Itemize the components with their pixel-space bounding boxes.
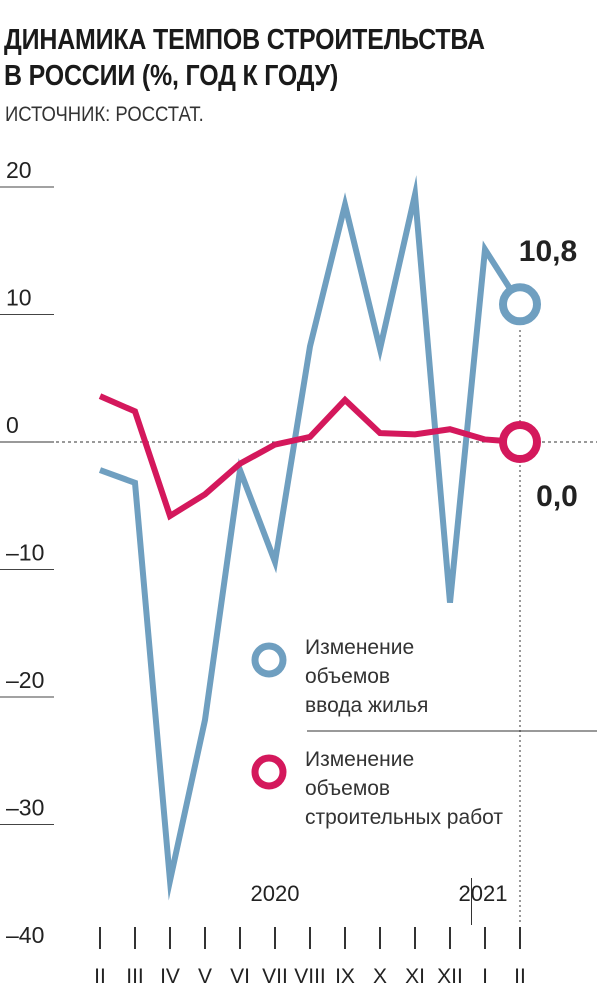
x-tick-label: VI xyxy=(230,965,250,988)
x-tick-label: XI xyxy=(405,965,425,988)
y-tick-label: –40 xyxy=(6,922,44,948)
x-tick-label: I xyxy=(482,965,488,988)
legend-construction-label: Изменение xyxy=(305,748,414,771)
housing-end-value: 10,8 xyxy=(519,235,577,268)
year-label-2020: 2020 xyxy=(251,881,300,906)
x-tick-label: XII xyxy=(437,965,463,988)
y-tick-label: 0 xyxy=(6,412,19,438)
housing-end-marker xyxy=(499,283,541,326)
x-tick-label: IV xyxy=(160,965,180,988)
construction-end-marker xyxy=(499,421,541,463)
y-tick-label: –10 xyxy=(6,540,44,566)
year-label-2021: 2021 xyxy=(459,881,508,906)
y-axis-labels: 20 10 0 –10 –20 –30 –40 xyxy=(6,157,44,948)
x-tick-label: X xyxy=(373,965,387,988)
end-value-labels: 10,8 0,0 xyxy=(519,235,578,513)
legend-construction-label: объемов xyxy=(305,777,390,800)
y-tick-label: –30 xyxy=(6,795,44,821)
x-tick-label: II xyxy=(514,965,526,988)
legend-housing-label: объемов xyxy=(305,665,390,688)
x-tick-label: V xyxy=(198,965,212,988)
legend-construction-marker xyxy=(251,754,287,790)
legend-construction-label: строительных работ xyxy=(305,806,503,829)
chart-source: ИСТОЧНИК: РОССТАТ. xyxy=(5,103,204,126)
y-tick-label: –20 xyxy=(6,667,44,693)
x-tick-label: IX xyxy=(335,965,355,988)
legend: Изменение объемов ввода жилья Изменение объе… xyxy=(251,636,597,829)
chart-title-line-2: В РОССИИ (%, ГОД К ГОДУ) xyxy=(4,60,339,92)
y-tick-label: 10 xyxy=(6,285,32,311)
construction-end-value: 0,0 xyxy=(536,480,578,513)
x-tick-label: VII xyxy=(262,965,288,988)
legend-housing-label: ввода жилья xyxy=(305,694,428,717)
y-tick-label: 20 xyxy=(6,157,32,183)
construction-series-line xyxy=(98,393,521,521)
x-tick-label: VIII xyxy=(294,965,326,988)
legend-housing-marker xyxy=(251,642,287,678)
legend-housing-label: Изменение xyxy=(305,636,414,659)
chart-title: ДИНАМИКА ТЕМПОВ СТРОИТЕЛЬСТВА В РОССИИ (… xyxy=(4,22,511,94)
x-tick-label: II xyxy=(94,965,106,988)
series-lines xyxy=(98,175,541,901)
chart-title-line-1: ДИНАМИКА ТЕМПОВ СТРОИТЕЛЬСТВА xyxy=(4,24,485,56)
x-tick-label: III xyxy=(126,965,144,988)
